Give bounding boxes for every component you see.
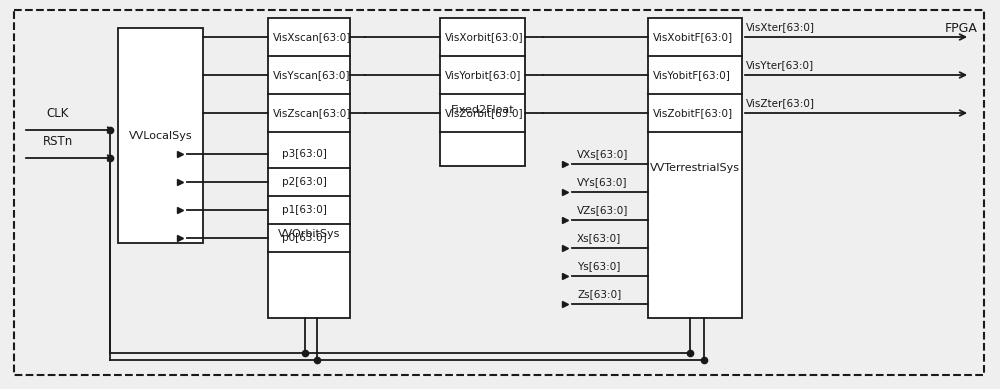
Text: Xs[63:0]: Xs[63:0]	[577, 233, 621, 243]
Text: VisXobitF[63:0]: VisXobitF[63:0]	[653, 32, 733, 42]
Text: VisZorbit[63:0]: VisZorbit[63:0]	[445, 108, 524, 118]
Text: Ys[63:0]: Ys[63:0]	[577, 261, 620, 271]
Text: p0[63:0]: p0[63:0]	[282, 233, 327, 243]
Text: VisZscan[63:0]: VisZscan[63:0]	[273, 108, 351, 118]
Text: VisXter[63:0]: VisXter[63:0]	[746, 22, 815, 32]
Text: VisYscan[63:0]: VisYscan[63:0]	[273, 70, 351, 80]
Text: VisYorbit[63:0]: VisYorbit[63:0]	[445, 70, 521, 80]
Text: VisXorbit[63:0]: VisXorbit[63:0]	[445, 32, 524, 42]
Text: Fixed2Float: Fixed2Float	[451, 105, 514, 115]
Text: VVLocalSys: VVLocalSys	[129, 130, 192, 140]
Text: FPGA: FPGA	[945, 22, 978, 35]
Text: VYs[63:0]: VYs[63:0]	[577, 177, 628, 187]
Text: RSTn: RSTn	[43, 135, 73, 148]
Text: p3[63:0]: p3[63:0]	[282, 149, 327, 159]
Text: p2[63:0]: p2[63:0]	[282, 177, 327, 187]
Text: VZs[63:0]: VZs[63:0]	[577, 205, 628, 215]
Bar	[268, 18, 350, 318]
Text: VisYobitF[63:0]: VisYobitF[63:0]	[653, 70, 731, 80]
Text: VVOrbitSys: VVOrbitSys	[278, 229, 340, 239]
Text: VisZter[63:0]: VisZter[63:0]	[746, 98, 815, 108]
Text: Zs[63:0]: Zs[63:0]	[577, 289, 621, 299]
Bar	[648, 18, 742, 318]
Text: VisXscan[63:0]: VisXscan[63:0]	[273, 32, 351, 42]
Bar	[118, 28, 203, 243]
Text: VisZobitF[63:0]: VisZobitF[63:0]	[653, 108, 733, 118]
Text: VXs[63:0]: VXs[63:0]	[577, 149, 628, 159]
Text: VisYter[63:0]: VisYter[63:0]	[746, 60, 814, 70]
Bar	[440, 18, 525, 166]
Text: CLK: CLK	[47, 107, 69, 120]
Text: p1[63:0]: p1[63:0]	[282, 205, 327, 215]
Text: VVTerrestrialSys: VVTerrestrialSys	[650, 163, 740, 173]
